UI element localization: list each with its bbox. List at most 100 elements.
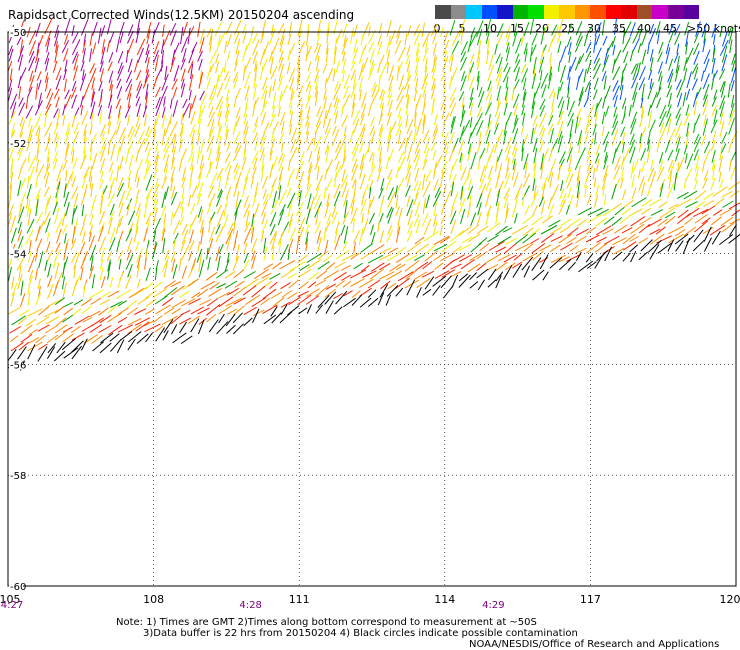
wind-barb	[127, 38, 135, 54]
wind-barb	[433, 54, 436, 65]
wind-barb	[134, 317, 151, 326]
wind-barb	[728, 27, 734, 45]
wind-barb	[155, 96, 161, 109]
wind-barb	[307, 281, 317, 289]
wind-barb	[601, 111, 606, 125]
wind-barb	[704, 58, 710, 73]
wind-barb	[19, 67, 27, 81]
wind-barb	[17, 45, 25, 63]
wind-barb	[442, 77, 447, 89]
wind-barb	[647, 139, 651, 152]
wind-barb	[640, 97, 644, 109]
wind-barb	[425, 194, 430, 209]
wind-barb	[467, 178, 472, 191]
wind-barb	[160, 60, 164, 72]
wind-barb	[128, 154, 134, 171]
wind-barb	[71, 252, 78, 263]
wind-barb	[89, 48, 93, 62]
wind-barb	[359, 114, 365, 126]
wind-barb	[566, 36, 572, 47]
wind-barb	[686, 71, 692, 89]
wind-barb	[190, 318, 200, 333]
wind-barb	[673, 172, 678, 191]
wind-barb	[260, 230, 265, 242]
wind-barb	[613, 164, 621, 180]
wind-barb	[343, 189, 349, 207]
wind-barb	[646, 146, 651, 163]
note-line-2: 3)Data buffer is 22 hrs from 20150204 4)…	[143, 628, 578, 639]
wind-barb	[578, 147, 586, 162]
wind-barb	[70, 325, 81, 333]
wind-barb	[225, 186, 232, 200]
wind-barb	[522, 252, 538, 262]
wind-barb	[532, 56, 537, 74]
wind-barb	[702, 38, 706, 53]
wind-barb	[180, 68, 186, 82]
wind-barb	[577, 219, 587, 227]
wind-barb	[511, 87, 515, 101]
wind-barb	[64, 233, 67, 244]
wind-barb	[342, 241, 348, 252]
wind-barb	[261, 175, 268, 190]
wind-barb	[225, 103, 230, 119]
wind-barb	[414, 236, 425, 245]
wind-barb	[118, 202, 124, 217]
wind-barb	[215, 224, 221, 235]
wind-barb	[353, 180, 357, 199]
wind-barb	[218, 175, 222, 191]
wind-barb	[674, 133, 681, 146]
wind-barb	[263, 41, 269, 56]
wind-barb	[422, 159, 428, 171]
wind-barb	[234, 280, 245, 288]
wind-barb	[101, 291, 111, 298]
wind-barb	[170, 186, 176, 200]
wind-barb	[323, 88, 327, 101]
wind-barb	[117, 272, 124, 288]
wind-barb	[56, 341, 66, 354]
wind-barb	[235, 107, 241, 119]
wind-barb	[26, 86, 33, 98]
wind-barb	[424, 38, 429, 53]
wind-barb	[314, 75, 319, 91]
lat-label-0: -50	[10, 28, 26, 39]
wind-barb	[413, 180, 419, 191]
wind-barb	[190, 164, 194, 181]
wind-barb	[108, 105, 113, 119]
wind-barb	[260, 200, 269, 216]
wind-barb	[226, 324, 236, 334]
wind-barb	[693, 208, 709, 218]
wind-barb	[414, 254, 425, 262]
wind-barb	[460, 189, 464, 206]
wind-barb	[448, 53, 453, 64]
wind-barb	[306, 24, 310, 38]
wind-barb	[232, 256, 240, 272]
wind-barb	[432, 191, 442, 207]
wind-barb	[349, 130, 354, 143]
wind-barb	[694, 155, 700, 172]
wind-barb	[496, 31, 504, 47]
wind-barb	[272, 297, 285, 307]
wind-barb	[486, 141, 490, 154]
wind-barb	[359, 162, 365, 179]
wind-barb	[145, 126, 150, 137]
wind-barb	[351, 164, 359, 181]
wind-barb	[216, 255, 221, 271]
wind-barb	[115, 218, 121, 235]
wind-barb	[341, 252, 357, 262]
wind-barb	[207, 111, 216, 128]
wind-barb	[434, 187, 441, 199]
wind-barb	[197, 307, 210, 315]
wind-barb	[540, 69, 543, 81]
wind-barb	[197, 206, 203, 218]
wind-barb	[395, 287, 404, 297]
wind-barb	[379, 247, 392, 255]
wind-barb	[136, 248, 143, 263]
wind-barb	[314, 221, 321, 235]
wind-barb	[505, 32, 511, 46]
wind-barb	[380, 178, 385, 191]
wind-barb	[557, 110, 564, 126]
wind-barb	[98, 307, 110, 316]
wind-barb	[101, 39, 105, 54]
wind-barb	[79, 73, 87, 91]
wind-barb	[308, 272, 320, 281]
